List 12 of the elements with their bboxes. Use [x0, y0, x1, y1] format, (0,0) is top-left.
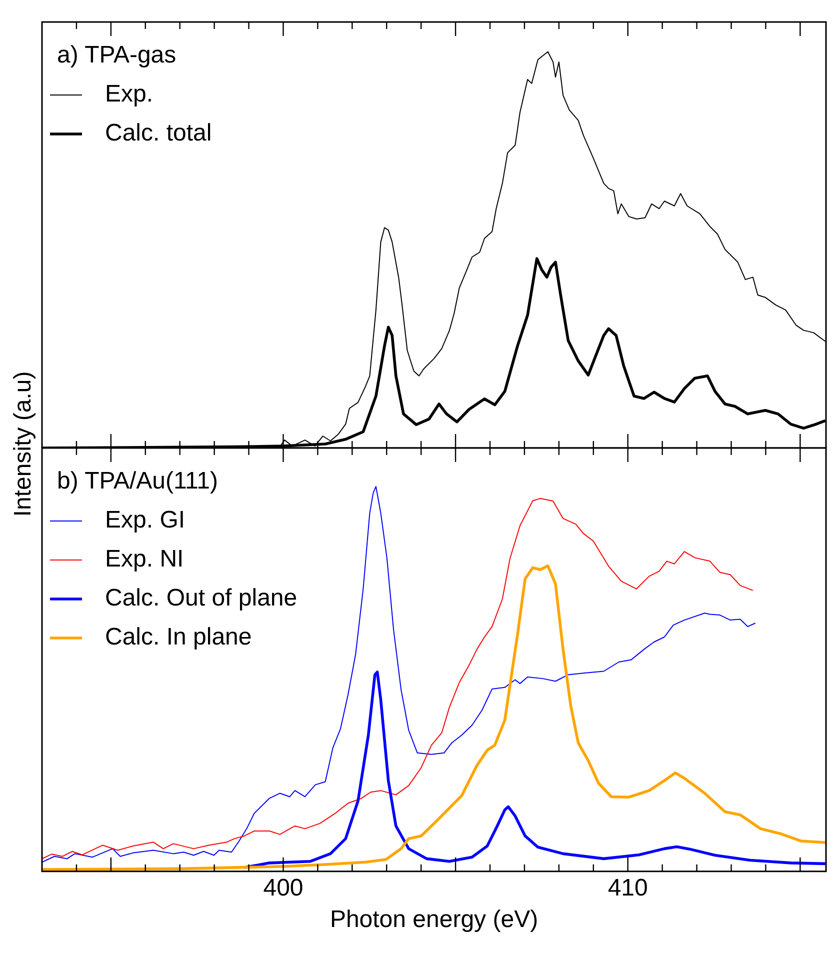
- y-axis-title: Intensity (a.u): [10, 370, 38, 516]
- legend-label: Exp. NI: [105, 546, 184, 573]
- x-tick-label: 400: [263, 874, 304, 902]
- legend-label: Calc. Out of plane: [105, 584, 298, 612]
- chart-title: b) TPA/Au(111): [57, 468, 218, 495]
- x-tick-label: 410: [608, 874, 648, 902]
- x-axis-title: Photon energy (eV): [330, 906, 538, 934]
- legend-label: Calc. In plane: [105, 624, 252, 651]
- legend-label: Exp.: [105, 80, 154, 108]
- legend-label: Exp. GI: [105, 506, 186, 534]
- chart-title: a) TPA-gas: [57, 42, 176, 69]
- legend-label: Calc. total: [105, 120, 212, 147]
